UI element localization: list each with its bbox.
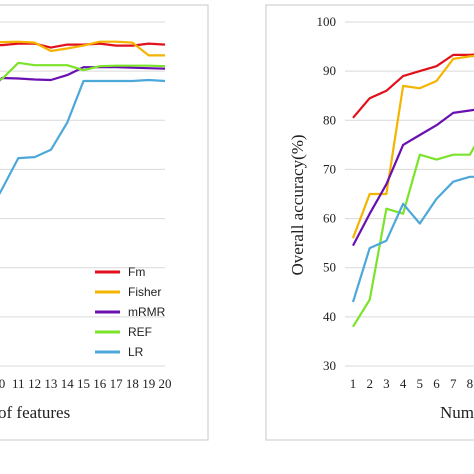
x-tick-label: 1 — [350, 376, 357, 391]
legend-label: Fm — [128, 265, 145, 279]
y-tick-label: 60 — [323, 211, 336, 226]
right-y-axis-label: Overall accuracy(%) — [288, 134, 307, 275]
x-tick-label: 15 — [77, 376, 90, 391]
x-tick-label: 13 — [44, 376, 57, 391]
left-x-ticks: 0 11 12 13 14 15 16 17 18 19 20 — [0, 376, 172, 391]
left-x-axis-label: of features — [0, 403, 70, 422]
y-tick-label: 90 — [323, 63, 336, 78]
right-chart-frame — [265, 4, 474, 441]
series-line-ref — [0, 61, 166, 81]
legend-label: Fisher — [128, 285, 161, 299]
right-series-lines — [351, 53, 474, 328]
left-chart-frame — [0, 4, 209, 441]
right-gridlines — [345, 21, 474, 367]
x-tick-label: 0 — [0, 376, 5, 391]
x-tick-label: 8 — [467, 376, 474, 391]
legend: Fm Fisher mRMR REF LR — [95, 265, 166, 359]
left-gridlines — [0, 21, 165, 367]
legend-label: REF — [128, 325, 152, 339]
x-tick-label: 19 — [142, 376, 155, 391]
y-tick-label: 30 — [323, 358, 336, 373]
x-tick-label: 11 — [12, 376, 25, 391]
series-line-mrmr — [352, 108, 474, 247]
y-tick-label: 100 — [317, 14, 337, 29]
x-tick-label: 17 — [110, 376, 124, 391]
series-line-fm — [352, 53, 474, 119]
x-tick-label: 14 — [61, 376, 75, 391]
right-x-axis-label: Num — [440, 403, 474, 422]
y-tick-label: 80 — [323, 112, 336, 127]
x-tick-label: 2 — [366, 376, 373, 391]
series-line-fisher — [0, 40, 165, 57]
x-tick-label: 6 — [433, 376, 440, 391]
x-tick-label: 20 — [159, 376, 172, 391]
y-tick-label: 70 — [323, 161, 336, 176]
x-tick-label: 4 — [400, 376, 407, 391]
right-y-ticks: 30 40 50 60 70 80 90 100 — [317, 14, 337, 373]
x-tick-label: 7 — [450, 376, 457, 391]
x-tick-label: 3 — [383, 376, 390, 391]
x-tick-label: 16 — [93, 376, 107, 391]
series-line-lr — [351, 175, 474, 303]
y-tick-label: 40 — [323, 309, 336, 324]
x-tick-label: 18 — [126, 376, 139, 391]
series-line-fisher — [351, 54, 474, 239]
series-line-lr — [0, 78, 166, 195]
series-line-ref — [352, 145, 474, 328]
legend-label: LR — [128, 345, 144, 359]
legend-label: mRMR — [128, 305, 166, 319]
left-series-lines — [0, 40, 166, 195]
y-tick-label: 50 — [323, 260, 336, 275]
x-tick-label: 5 — [417, 376, 424, 391]
series-line-mrmr — [0, 66, 166, 82]
x-tick-label: 12 — [28, 376, 41, 391]
